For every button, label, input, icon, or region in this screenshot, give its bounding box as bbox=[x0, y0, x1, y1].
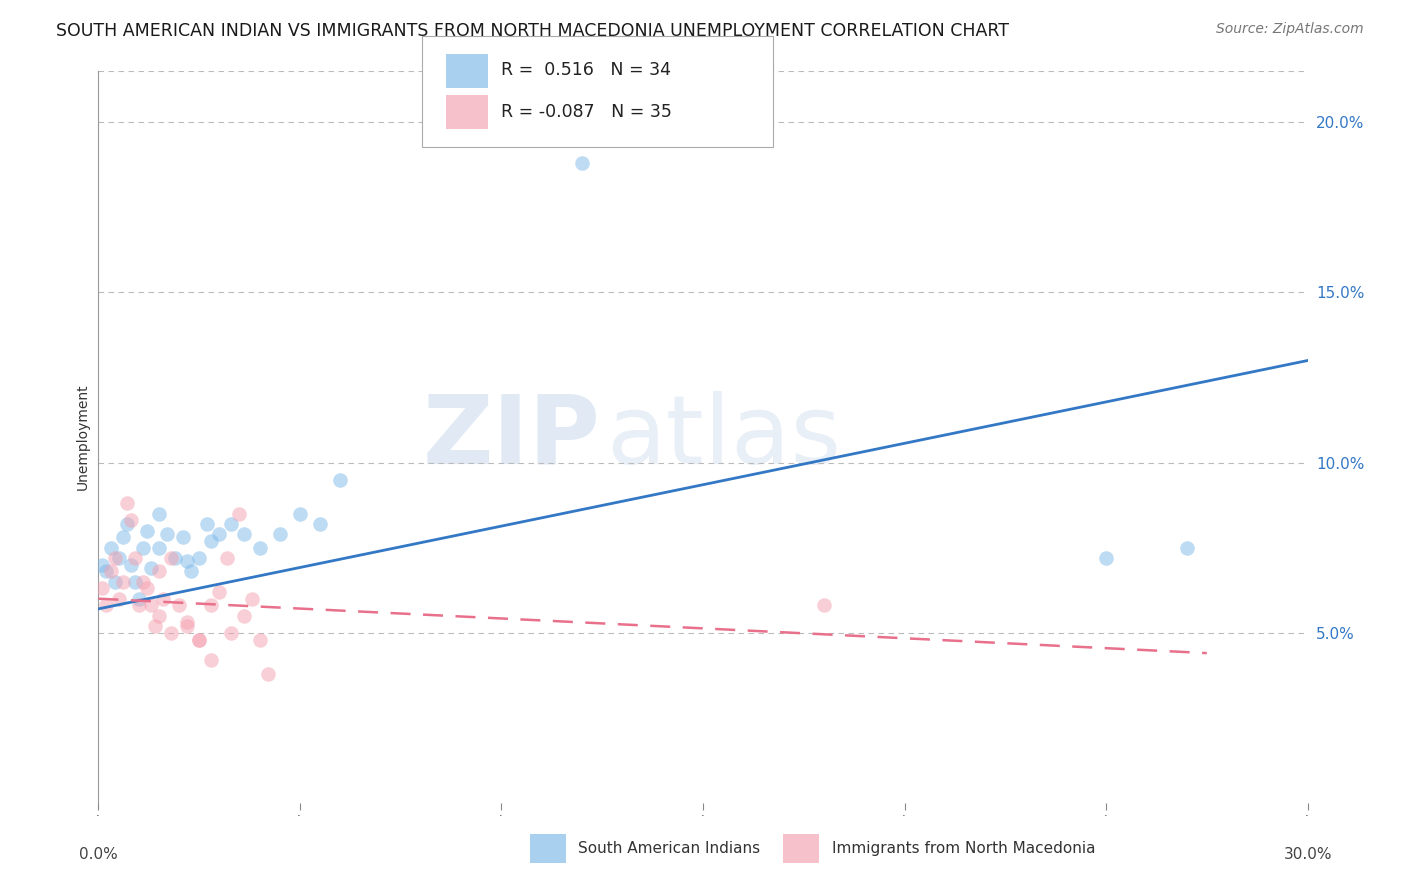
Point bbox=[571, 156, 593, 170]
Point bbox=[200, 599, 222, 613]
Text: Source: ZipAtlas.com: Source: ZipAtlas.com bbox=[1216, 22, 1364, 37]
Point bbox=[188, 550, 211, 565]
Bar bbox=[446, 95, 488, 129]
Point bbox=[156, 527, 179, 541]
Point bbox=[180, 565, 202, 579]
Text: SOUTH AMERICAN INDIAN VS IMMIGRANTS FROM NORTH MACEDONIA UNEMPLOYMENT CORRELATIO: SOUTH AMERICAN INDIAN VS IMMIGRANTS FROM… bbox=[56, 22, 1010, 40]
Text: R = -0.087   N = 35: R = -0.087 N = 35 bbox=[501, 103, 672, 120]
Point bbox=[124, 574, 146, 589]
Point bbox=[132, 541, 155, 555]
Text: 30.0%: 30.0% bbox=[1284, 847, 1331, 862]
Y-axis label: Unemployment: Unemployment bbox=[76, 384, 90, 491]
Point bbox=[143, 619, 166, 633]
Point bbox=[813, 599, 835, 613]
Point bbox=[132, 574, 155, 589]
Point bbox=[91, 582, 114, 596]
Point bbox=[249, 541, 271, 555]
Point bbox=[217, 550, 239, 565]
Text: South American Indians: South American Indians bbox=[578, 841, 761, 855]
Point bbox=[128, 599, 150, 613]
Point bbox=[269, 527, 291, 541]
Point bbox=[329, 473, 352, 487]
Point bbox=[256, 666, 278, 681]
Text: ZIP: ZIP bbox=[422, 391, 600, 483]
Point bbox=[107, 550, 129, 565]
Point bbox=[160, 625, 183, 640]
Point bbox=[148, 541, 170, 555]
Point bbox=[1095, 550, 1118, 565]
Point bbox=[111, 574, 134, 589]
Bar bbox=[783, 834, 818, 863]
Point bbox=[208, 585, 231, 599]
Point bbox=[195, 516, 218, 531]
Point bbox=[309, 516, 332, 531]
Text: 0.0%: 0.0% bbox=[79, 847, 118, 862]
Point bbox=[111, 531, 134, 545]
Point bbox=[120, 558, 142, 572]
Point bbox=[128, 591, 150, 606]
Point bbox=[221, 516, 243, 531]
Point bbox=[96, 599, 118, 613]
Point bbox=[100, 565, 122, 579]
Point bbox=[163, 550, 186, 565]
Point bbox=[208, 527, 231, 541]
Point bbox=[249, 632, 271, 647]
Point bbox=[188, 632, 211, 647]
Point bbox=[176, 619, 198, 633]
Point bbox=[96, 565, 118, 579]
Point bbox=[240, 591, 263, 606]
Point bbox=[115, 496, 138, 510]
Point bbox=[176, 554, 198, 568]
Point bbox=[120, 513, 142, 527]
Point bbox=[221, 625, 243, 640]
Point bbox=[200, 533, 222, 548]
Text: R =  0.516   N = 34: R = 0.516 N = 34 bbox=[501, 62, 671, 79]
Point bbox=[135, 582, 157, 596]
Point bbox=[172, 531, 194, 545]
Point bbox=[139, 561, 162, 575]
Point bbox=[148, 507, 170, 521]
Point bbox=[100, 541, 122, 555]
Point bbox=[135, 524, 157, 538]
Point bbox=[103, 574, 125, 589]
Point bbox=[124, 550, 146, 565]
Point bbox=[167, 599, 190, 613]
Point bbox=[139, 599, 162, 613]
Point bbox=[228, 507, 250, 521]
Point bbox=[148, 565, 170, 579]
Point bbox=[107, 591, 129, 606]
Text: Immigrants from North Macedonia: Immigrants from North Macedonia bbox=[831, 841, 1095, 855]
Point bbox=[232, 608, 254, 623]
Point bbox=[152, 591, 174, 606]
Point bbox=[115, 516, 138, 531]
Text: atlas: atlas bbox=[606, 391, 841, 483]
Point bbox=[103, 550, 125, 565]
Point bbox=[200, 653, 222, 667]
Point bbox=[160, 550, 183, 565]
Point bbox=[1175, 541, 1198, 555]
Point bbox=[91, 558, 114, 572]
Point bbox=[176, 615, 198, 630]
Point bbox=[288, 507, 311, 521]
Bar bbox=[530, 834, 565, 863]
Point bbox=[188, 632, 211, 647]
Bar bbox=[446, 54, 488, 87]
Point bbox=[232, 527, 254, 541]
Point bbox=[148, 608, 170, 623]
